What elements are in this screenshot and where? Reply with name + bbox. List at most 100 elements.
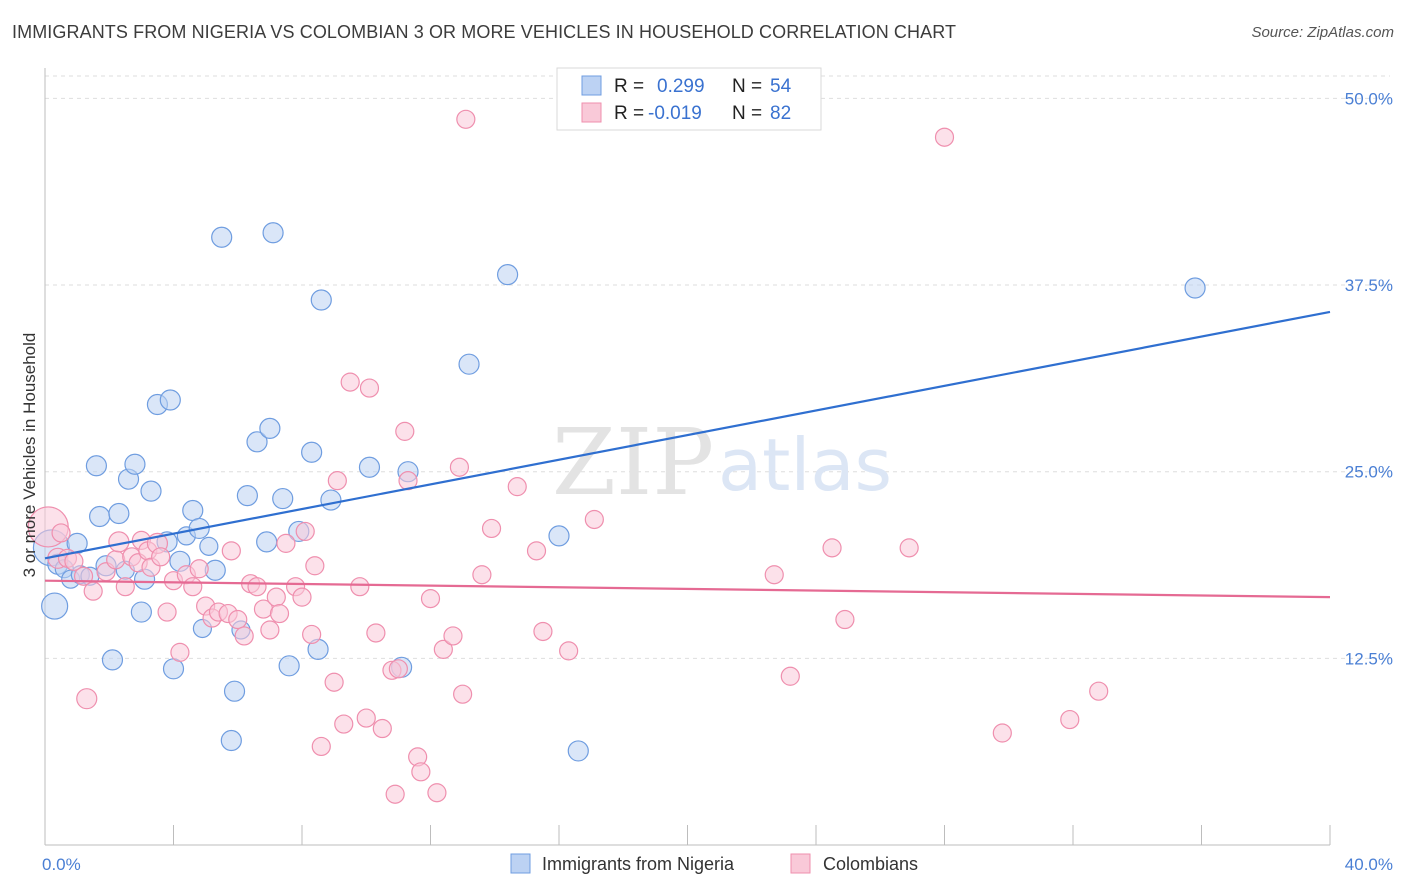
colombians-point-72 <box>533 621 553 642</box>
nigeria-point-21 <box>159 389 181 411</box>
correlation-legend: R = 0.299 N = 54 R = -0.019 N = 82 <box>556 67 822 131</box>
colombians-point-61 <box>420 589 441 609</box>
x-tick-label-1: 40.0% <box>1345 855 1393 874</box>
colombians-point-66 <box>453 684 473 704</box>
colombians-point-7 <box>83 581 103 601</box>
chart-source: Source: ZipAtlas.com <box>1251 24 1394 41</box>
watermark: ZIP atlas <box>552 409 892 516</box>
nigeria-point-38 <box>262 222 284 244</box>
colombians-trend-line <box>44 579 1331 599</box>
colombians-point-46 <box>327 471 347 491</box>
y-tick-label-2: 37.5% <box>1345 276 1393 295</box>
series-label-nigeria: Immigrants from Nigeria <box>542 854 735 874</box>
nigeria-point-35 <box>246 431 268 453</box>
watermark-zip: ZIP <box>552 409 714 516</box>
colombians-point-73 <box>559 641 579 661</box>
colombians-point-2 <box>51 523 71 543</box>
legend-r-label-nigeria: R = <box>614 76 644 97</box>
nigeria-trend-line <box>44 310 1331 560</box>
y-axis-label: 3 or more Vehicles in Household <box>20 333 39 578</box>
colombians-point-42 <box>302 624 322 645</box>
colombians-point-60 <box>411 762 431 782</box>
colombians-point-29 <box>221 541 241 561</box>
nigeria-point-11 <box>101 649 124 671</box>
nigeria-point-31 <box>220 729 242 752</box>
grid-lines <box>45 75 1390 659</box>
colombians-point-63 <box>433 639 453 659</box>
colombians-point-81 <box>992 723 1012 743</box>
colombians-point-44 <box>311 736 331 757</box>
colombians-point-19 <box>157 602 177 622</box>
colombians-point-23 <box>183 577 203 597</box>
nigeria-point-16 <box>130 601 152 623</box>
nigeria-point-15 <box>124 453 146 475</box>
legend-n-value-colombians: 82 <box>770 103 791 124</box>
colombians-point-78 <box>835 609 855 630</box>
colombians-point-40 <box>292 587 312 607</box>
nigeria-point-39 <box>272 487 294 510</box>
nigeria-point-50 <box>497 263 519 286</box>
colombians-point-33 <box>247 577 267 597</box>
x-tick-label-0: 0.0% <box>42 855 81 874</box>
colombians-point-56 <box>388 659 408 679</box>
colombians-point-31 <box>234 626 254 646</box>
nigeria-point-34 <box>236 484 258 507</box>
colombians-point-53 <box>372 718 392 739</box>
colombians-point-74 <box>584 509 604 530</box>
colombians-point-50 <box>356 708 376 728</box>
colombians-point-48 <box>340 372 360 392</box>
nigeria-point-12 <box>108 502 130 525</box>
nigeria-point-51 <box>548 525 570 547</box>
colombians-point-38 <box>276 533 296 553</box>
colombians-point-47 <box>334 714 354 734</box>
nigeria-point-18 <box>140 480 162 502</box>
nigeria-point-46 <box>358 456 381 478</box>
colombians-point-83 <box>1089 681 1109 701</box>
colombians-point-6 <box>76 688 98 710</box>
colombians-point-24 <box>189 559 209 579</box>
legend-r-value-colombians: -0.019 <box>648 103 702 124</box>
nigeria-point-8 <box>85 455 108 477</box>
nigeria-point-30 <box>211 226 233 248</box>
nigeria-point-49 <box>458 353 480 375</box>
nigeria-point-42 <box>301 441 323 463</box>
colombians-point-52 <box>366 623 386 643</box>
legend-n-label-colombians: N = <box>732 103 762 124</box>
legend-r-label-colombians: R = <box>614 103 644 124</box>
series-swatch-nigeria <box>510 853 531 874</box>
colombians-point-21 <box>170 642 190 662</box>
tick-labels: 12.5% 25.0% 37.5% 50.0% 0.0% 40.0% <box>42 89 1393 874</box>
series-label-colombians: Colombians <box>823 854 918 874</box>
colombians-point-41 <box>295 521 315 542</box>
nigeria-point-36 <box>256 531 278 553</box>
series-legend: Immigrants from Nigeria Colombians <box>510 853 918 874</box>
colombians-point-67 <box>456 109 476 129</box>
data-points <box>27 109 1206 804</box>
colombians-point-75 <box>764 565 784 585</box>
colombians-point-11 <box>115 577 135 597</box>
nigeria-point-25 <box>182 499 204 522</box>
colombians-point-64 <box>443 626 463 646</box>
legend-swatch-nigeria <box>581 75 602 96</box>
y-tick-label-3: 50.0% <box>1345 89 1393 108</box>
nigeria-point-9 <box>89 505 111 528</box>
colombians-point-49 <box>350 577 370 597</box>
nigeria-point-37 <box>259 417 281 439</box>
colombians-point-76 <box>780 666 800 686</box>
colombians-point-82 <box>1060 709 1080 730</box>
legend-r-value-nigeria: 0.299 <box>657 76 705 97</box>
colombians-point-77 <box>822 538 842 558</box>
colombians-point-79 <box>899 538 919 558</box>
colombians-point-68 <box>472 565 492 585</box>
colombians-point-30 <box>228 609 248 630</box>
colombians-point-70 <box>507 477 527 497</box>
nigeria-point-28 <box>199 536 219 556</box>
colombians-point-51 <box>359 378 380 398</box>
colombians-point-62 <box>427 783 447 803</box>
colombians-point-57 <box>395 421 415 441</box>
series-swatch-colombians <box>790 853 811 874</box>
chart-title: IMMIGRANTS FROM NIGERIA VS COLOMBIAN 3 O… <box>12 22 957 42</box>
nigeria-point-1 <box>41 592 69 620</box>
nigeria-point-32 <box>223 680 246 702</box>
trend-lines <box>44 310 1331 599</box>
